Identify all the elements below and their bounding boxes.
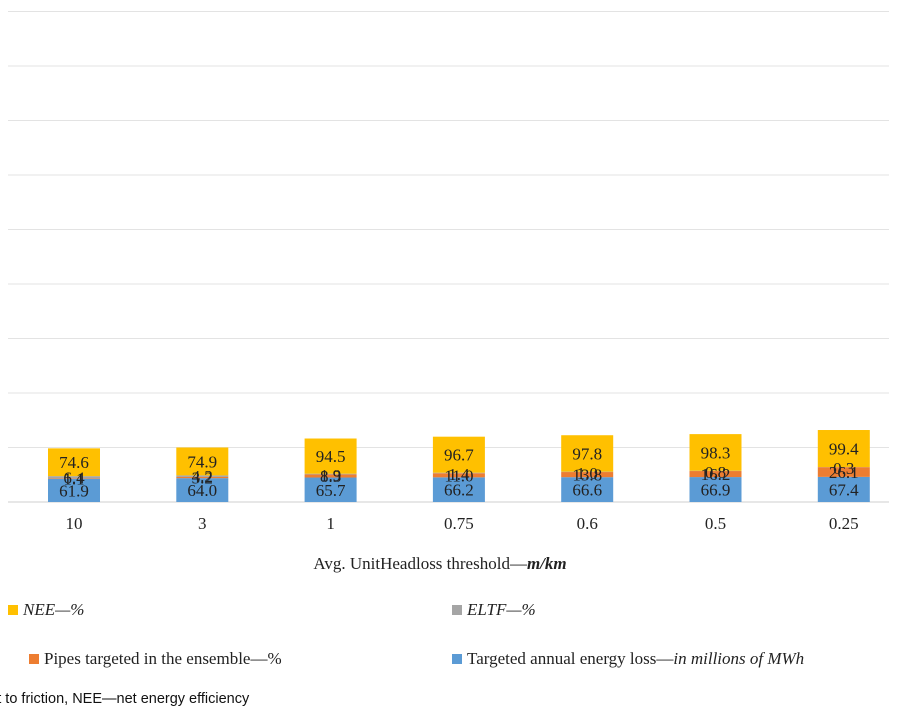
bar-pipes-0.6 <box>561 472 614 478</box>
legend-label-energy-unit: in millions of MWh <box>673 649 805 668</box>
x-tick-label-0.6: 0.6 <box>577 514 598 533</box>
value-label-nee-0.6: 97.8 <box>572 444 602 463</box>
value-label-eltf-1: 1.9 <box>320 466 341 485</box>
bar-eltf-3 <box>176 475 229 477</box>
bar-nee-0.6 <box>561 435 614 472</box>
value-label-nee-1: 94.5 <box>316 447 346 466</box>
value-label-pipes-0.25: 26.1 <box>829 463 859 482</box>
value-label-nee-10: 74.6 <box>59 453 89 472</box>
gridlines <box>8 11 889 503</box>
value-labels: 61.91.16.474.6 64.03.24.274.9 65.78.31.994… <box>59 440 859 501</box>
bar-energy-0.6 <box>561 477 614 502</box>
legend-label-nee-unit: NEE—% <box>23 600 85 619</box>
bar-nee-0.5 <box>689 434 742 471</box>
bar-pipes-1 <box>304 474 357 478</box>
value-label-eltf-10: 6.4 <box>63 468 85 487</box>
value-label-energy-1: 65.7 <box>316 481 346 500</box>
bar-energy-3 <box>176 478 229 502</box>
value-label-eltf-3: 4.2 <box>192 467 213 486</box>
legend-item-eltf: ELTF—% <box>452 600 536 620</box>
x-axis-label-prefix: Avg. UnitHeadloss threshold— <box>313 554 528 573</box>
value-label-nee-0.75: 96.7 <box>444 446 474 465</box>
value-label-energy-0.6: 66.6 <box>572 481 602 500</box>
legend-swatch-energy <box>452 654 462 664</box>
stacked-bar-chart: 61.91.16.474.6 64.03.24.274.9 65.78.31.994… <box>8 11 889 573</box>
x-tick-label-0.5: 0.5 <box>705 514 726 533</box>
bar-pipes-0.5 <box>689 471 742 478</box>
bar-eltf-10 <box>48 476 100 479</box>
bar-nee-3 <box>176 447 229 476</box>
legend-label-eltf-unit: ELTF—% <box>467 600 536 619</box>
value-label-pipes-0.6: 13.8 <box>572 466 602 485</box>
bar-energy-0.5 <box>689 477 742 502</box>
bar-pipes-0.75 <box>432 473 485 478</box>
x-axis-label-unit: m/km <box>527 554 567 573</box>
value-label-pipes-10: 1.1 <box>63 470 84 489</box>
legend-swatch-nee <box>8 605 18 615</box>
x-tick-label-0.75: 0.75 <box>444 514 474 533</box>
bar-nee-10 <box>48 448 100 477</box>
value-label-pipes-3: 3.2 <box>192 469 213 488</box>
value-label-energy-0.75: 66.2 <box>444 481 474 500</box>
x-tick-label-10: 10 <box>66 514 83 533</box>
x-tick-label-3: 3 <box>198 514 207 533</box>
legend-item-nee: NEE—% <box>8 600 84 620</box>
legend-label-energy-main: Targeted annual energy loss— <box>467 649 674 668</box>
value-label-eltf-0.25: 0.3 <box>833 459 854 478</box>
value-label-pipes-1: 8.3 <box>320 467 341 486</box>
bar-energy-1 <box>304 477 357 502</box>
bar-eltf-0.75 <box>432 472 485 474</box>
x-tick-label-1: 1 <box>326 514 335 533</box>
bar-energy-0.75 <box>432 477 485 502</box>
value-label-energy-10: 61.9 <box>59 481 89 500</box>
bar-pipes-0.25 <box>817 467 870 477</box>
value-label-energy-3: 64.0 <box>187 481 217 500</box>
bar-eltf-1 <box>304 473 357 475</box>
value-label-nee-0.5: 98.3 <box>701 443 731 462</box>
value-label-pipes-0.5: 16.2 <box>701 465 731 484</box>
value-label-eltf-0.5: 0.8 <box>705 463 726 482</box>
value-label-nee-0.25: 99.4 <box>829 440 859 459</box>
x-axis-label: Avg. UnitHeadloss threshold—m/km <box>313 554 566 573</box>
value-label-pipes-0.75: 11.0 <box>444 466 473 485</box>
bar-energy-0.25 <box>817 476 870 502</box>
value-label-eltf-0.6: 1.0 <box>577 464 598 483</box>
legend-swatch-eltf <box>452 605 462 615</box>
x-tick-label-0.25: 0.25 <box>829 514 859 533</box>
x-tick-labels: 10 3 1 0.75 0.6 0.5 0.25 <box>66 514 859 533</box>
value-label-energy-0.5: 66.9 <box>701 481 731 500</box>
legend-label-pipes-main: Pipes targeted in the ensemble—% <box>44 649 282 668</box>
legend-item-energy: Targeted annual energy loss—in millions … <box>452 649 804 669</box>
value-label-nee-3: 74.9 <box>187 452 217 471</box>
figure-caption: st to friction, NEE—net energy efficienc… <box>0 691 250 707</box>
value-label-eltf-0.75: 1.4 <box>448 465 470 484</box>
value-label-energy-0.25: 67.4 <box>829 480 859 499</box>
bar-energy-10 <box>48 478 100 502</box>
bar-nee-0.75 <box>432 436 485 473</box>
bar-pipes-3 <box>176 476 229 479</box>
legend-swatch-pipes <box>29 654 39 664</box>
legend-item-pipes: Pipes targeted in the ensemble—% <box>29 649 282 669</box>
bars <box>48 430 870 502</box>
bar-nee-0.25 <box>817 430 870 468</box>
bar-nee-1 <box>304 438 357 474</box>
